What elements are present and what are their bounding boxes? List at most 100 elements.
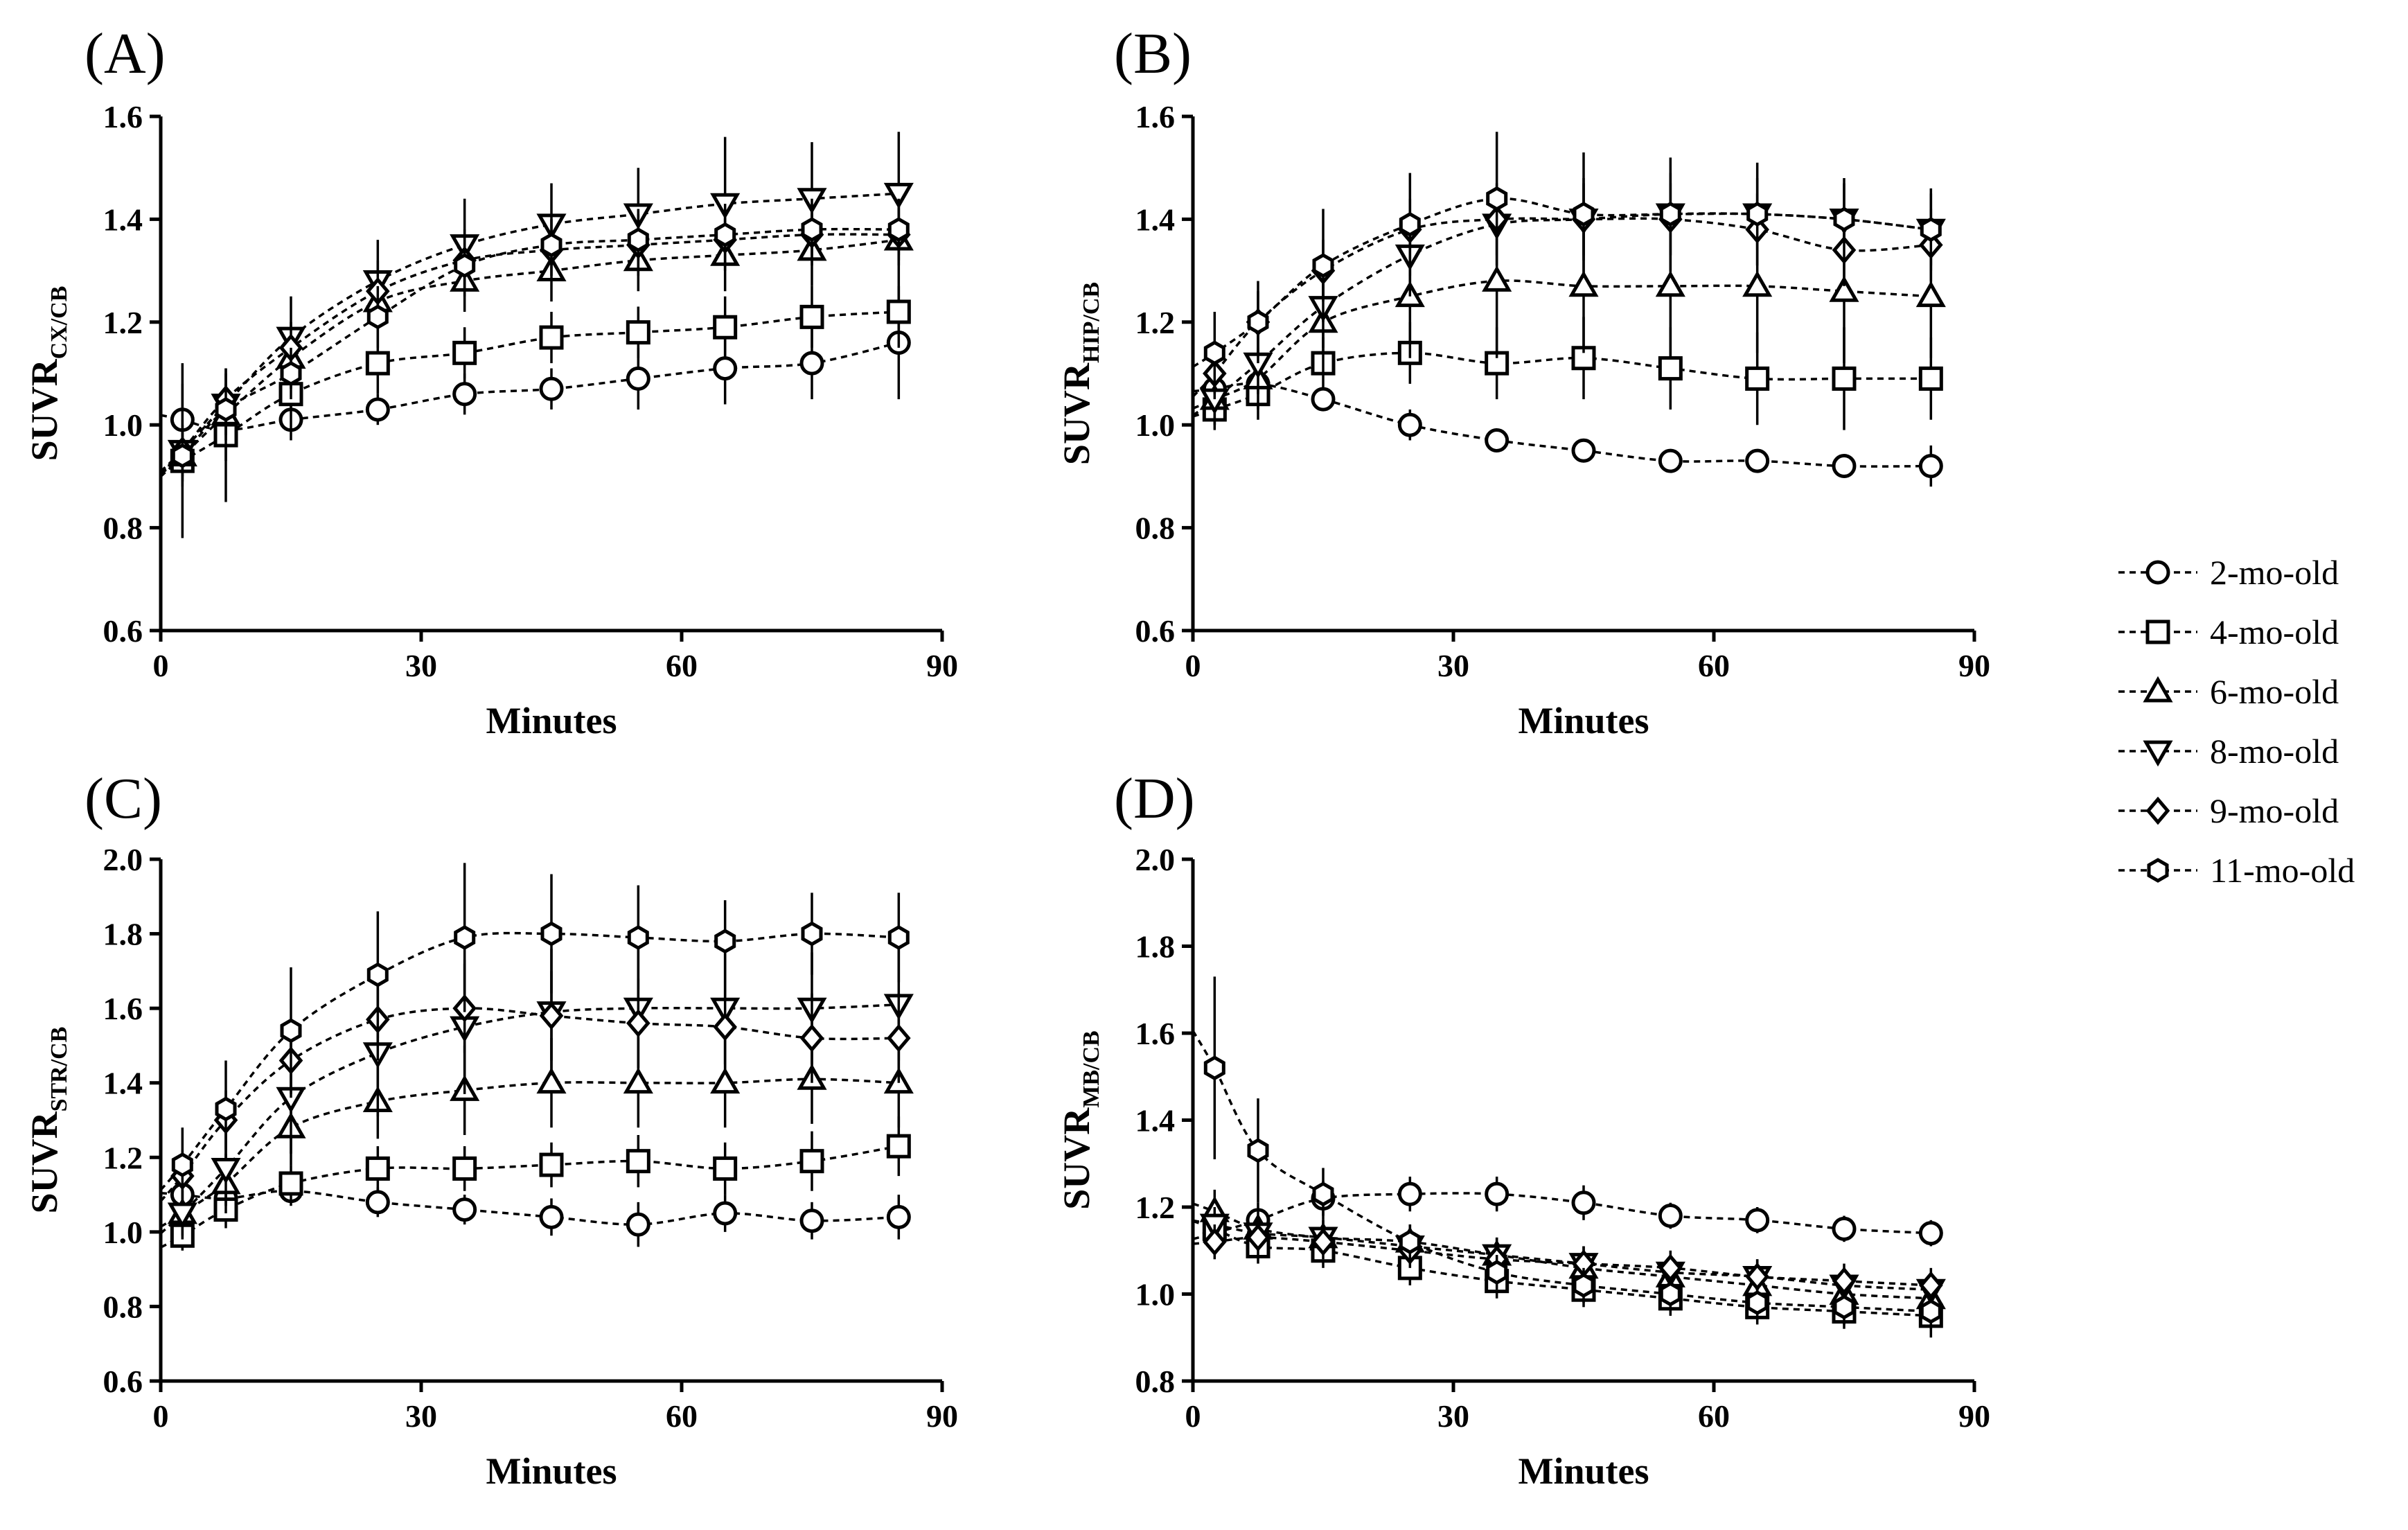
data-point bbox=[365, 1190, 390, 1215]
data-point bbox=[452, 1156, 477, 1181]
data-point bbox=[886, 299, 911, 324]
x-tick-label: 90 bbox=[926, 1398, 958, 1434]
data-point bbox=[280, 1018, 302, 1044]
x-tick-label: 0 bbox=[153, 648, 169, 683]
data-point bbox=[1203, 1227, 1227, 1256]
data-point bbox=[1745, 1208, 1770, 1233]
series-4-mo-old bbox=[1192, 351, 1931, 418]
data-point bbox=[887, 1023, 911, 1053]
data-point bbox=[1746, 1290, 1769, 1315]
series-8-mo-old bbox=[1192, 1219, 1931, 1291]
data-point bbox=[1915, 281, 1946, 308]
y-tick-label: 0.6 bbox=[1135, 613, 1176, 649]
panel-label: (B) bbox=[1114, 21, 1192, 86]
legend-label: 4-mo-old bbox=[2210, 613, 2339, 651]
series-markers-8-mo-old bbox=[167, 132, 914, 482]
y-axis-title-main: SUVR bbox=[24, 1111, 65, 1213]
series-9-mo-old bbox=[159, 1007, 899, 1202]
y-tick-label: 0.8 bbox=[1135, 1364, 1176, 1399]
x-axis-title: Minutes bbox=[486, 1450, 617, 1492]
legend-marker bbox=[2143, 676, 2173, 703]
series-2-mo-old bbox=[1192, 382, 1931, 468]
data-point bbox=[799, 1023, 824, 1053]
data-point bbox=[1482, 265, 1512, 292]
data-point bbox=[1742, 270, 1773, 297]
series-6-mo-old bbox=[160, 1078, 899, 1228]
data-point bbox=[626, 1212, 650, 1237]
data-point bbox=[1486, 186, 1508, 211]
data-point bbox=[801, 217, 823, 243]
data-point bbox=[1203, 340, 1225, 366]
y-tick-label: 1.4 bbox=[103, 1066, 143, 1101]
fit-curve bbox=[1192, 279, 1931, 410]
y-tick-label: 1.6 bbox=[103, 991, 143, 1026]
fit-curve bbox=[159, 238, 899, 475]
data-point bbox=[627, 227, 649, 252]
data-point bbox=[714, 222, 736, 247]
data-point bbox=[539, 1152, 564, 1177]
data-point bbox=[626, 320, 650, 345]
legend-item-6-mo-old: 6-mo-old bbox=[2118, 672, 2339, 711]
y-tick-label: 1.2 bbox=[1135, 1190, 1176, 1225]
data-point bbox=[799, 1149, 824, 1174]
fit-curve bbox=[1192, 1236, 1931, 1287]
data-point bbox=[1568, 270, 1599, 297]
y-axis-title-subscript: MB/CB bbox=[1079, 1030, 1104, 1107]
data-point bbox=[626, 1149, 650, 1174]
data-point bbox=[536, 1067, 567, 1094]
fit-curve bbox=[1192, 1030, 1931, 1313]
panel-label: (C) bbox=[85, 766, 162, 831]
y-tick-label: 1.6 bbox=[103, 99, 143, 134]
data-point bbox=[1397, 412, 1422, 437]
legend-item-11-mo-old: 11-mo-old bbox=[2118, 851, 2355, 890]
data-point bbox=[1832, 454, 1857, 479]
data-point bbox=[1397, 1181, 1422, 1206]
data-point bbox=[1486, 1260, 1508, 1285]
data-point bbox=[171, 1152, 193, 1177]
data-point bbox=[1745, 366, 1770, 391]
data-point bbox=[452, 1197, 477, 1222]
fit-curve bbox=[159, 931, 899, 1191]
data-point bbox=[1247, 1138, 1269, 1163]
data-point bbox=[1832, 1267, 1857, 1296]
data-point bbox=[1832, 1216, 1857, 1241]
legend-item-9-mo-old: 9-mo-old bbox=[2118, 791, 2339, 830]
y-tick-label: 1.4 bbox=[103, 202, 143, 237]
y-tick-label: 0.6 bbox=[103, 613, 143, 649]
y-tick-label: 0.6 bbox=[103, 1364, 143, 1399]
data-point bbox=[171, 443, 193, 468]
legend-label: 8-mo-old bbox=[2210, 732, 2339, 771]
data-point bbox=[713, 315, 738, 340]
data-point bbox=[365, 1156, 390, 1181]
x-tick-label: 60 bbox=[1698, 1398, 1730, 1434]
fit-curve bbox=[160, 1078, 899, 1228]
x-tick-label: 60 bbox=[666, 1398, 698, 1434]
data-point bbox=[886, 1134, 911, 1159]
series-2-mo-old bbox=[1192, 1192, 1931, 1240]
data-point bbox=[539, 376, 564, 401]
data-point bbox=[887, 925, 910, 950]
series-markers-11-mo-old bbox=[171, 863, 910, 1202]
legend-marker bbox=[2145, 796, 2170, 825]
data-point bbox=[1918, 366, 1943, 391]
data-point bbox=[1485, 1181, 1510, 1206]
data-point bbox=[280, 361, 302, 386]
x-axis-title: Minutes bbox=[486, 700, 617, 741]
fit-curve bbox=[160, 310, 899, 474]
x-tick-label: 30 bbox=[405, 1398, 437, 1434]
y-tick-label: 0.8 bbox=[103, 1289, 143, 1324]
x-tick-label: 60 bbox=[1698, 648, 1730, 683]
x-tick-label: 0 bbox=[1185, 648, 1201, 683]
series-markers-2-mo-old bbox=[1202, 368, 1943, 487]
data-point bbox=[713, 1201, 738, 1226]
data-point bbox=[1246, 1223, 1271, 1252]
series-9-mo-old bbox=[1192, 217, 1931, 398]
y-tick-label: 2.0 bbox=[1135, 842, 1176, 877]
data-point bbox=[539, 325, 564, 350]
data-point bbox=[215, 397, 237, 422]
data-point bbox=[1658, 448, 1683, 473]
y-axis-title: SUVRHIP/CB bbox=[1056, 282, 1104, 465]
series-markers-11-mo-old bbox=[1203, 976, 1942, 1329]
data-point bbox=[1312, 1181, 1334, 1207]
data-point bbox=[1311, 1227, 1336, 1256]
